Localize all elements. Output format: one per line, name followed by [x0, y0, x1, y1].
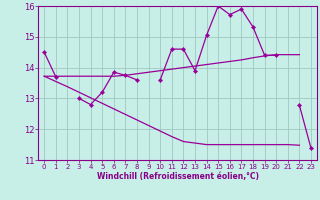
X-axis label: Windchill (Refroidissement éolien,°C): Windchill (Refroidissement éolien,°C) [97, 172, 259, 181]
